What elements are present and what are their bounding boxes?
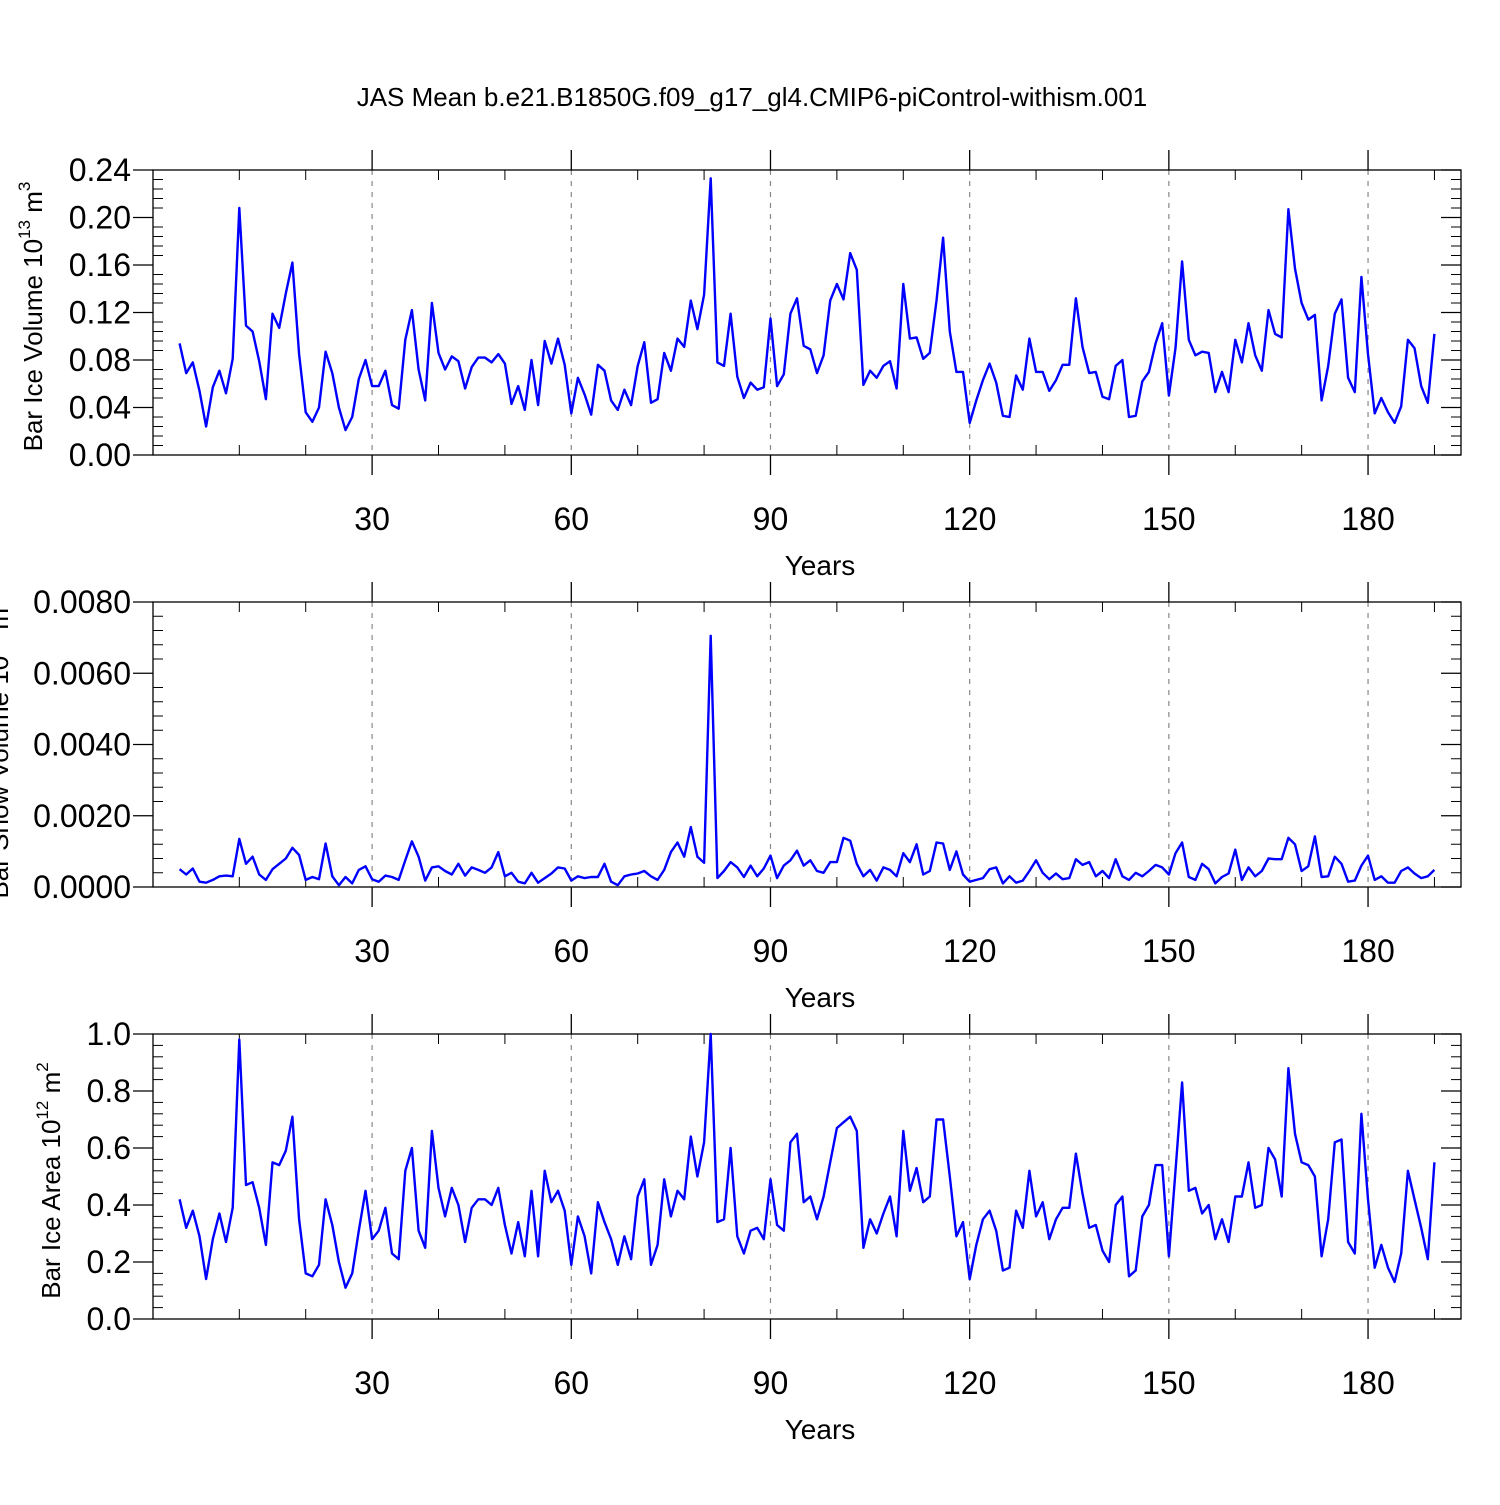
y-axis-label-unit: m [18,191,48,220]
y-tick-label: 0.24 [69,152,131,188]
x-tick-label: 60 [553,1365,589,1401]
y-tick-label: 0.2 [87,1244,131,1280]
y-axis-label: Bar Snow Volume 1013 m3 [0,598,14,898]
y-axis-label-unit-exponent: 3 [15,182,34,191]
x-tick-label: 150 [1142,1365,1195,1401]
y-axis-label-exponent: 13 [15,220,34,239]
x-tick-label: 30 [354,501,390,537]
y-axis-label-exponent: 12 [33,1101,52,1120]
x-tick-label: 150 [1142,501,1195,537]
x-tick-label: 90 [753,501,789,537]
y-tick-label: 0.0000 [33,869,131,905]
y-tick-label: 0.12 [69,295,131,331]
y-axis-label-unit: m [36,1072,66,1101]
panel-2: 30 60 90 120 150 180 0.0000 0.0020 0.0040 0.0060 0… [0,582,1462,1013]
y-tick-label: 0.08 [69,342,131,378]
plot-frame [152,169,1462,456]
y-tick-label: 0.0020 [33,798,131,834]
chart-title: JAS Mean b.e21.B1850G.f09_g17_gl4.CMIP6-… [357,82,1148,112]
x-tick-label: 180 [1341,1365,1394,1401]
x-tick-label: 60 [553,501,589,537]
y-tick-label: 0.20 [69,200,131,236]
y-axis-label-text: Bar Ice Area 10 [36,1120,66,1299]
y-tick-label: 0.04 [69,390,131,426]
x-tick-label: 120 [943,501,996,537]
panel-3: 30 60 90 120 150 180 0.0 0.2 0.4 0.6 0.8 1.0 Years Ba… [33,1014,1462,1445]
x-axis-label: Years [785,1414,856,1445]
y-axis-label-text: Bar Snow Volume 10 [0,656,14,899]
series-line [178,177,1436,432]
y-axis-label-unit: m [0,608,14,637]
x-tick-label: 180 [1341,933,1394,969]
x-tick-label: 30 [354,933,390,969]
y-axis-label: Bar Ice Area 1012 m2 [33,1062,66,1299]
y-axis-label: Bar Ice Volume 1013 m3 [15,182,48,452]
x-tick-label: 150 [1142,933,1195,969]
x-axis-label: Years [785,550,856,581]
y-axis-label-text: Bar Ice Volume 10 [18,239,48,451]
series-line [178,634,1436,887]
panel-1: 30 60 90 120 150 180 0.00 0.04 0.08 0.12 0.16 0.20 0… [15,150,1462,581]
x-tick-label: 120 [943,1365,996,1401]
plot-frame [152,1033,1462,1320]
plot-frame [152,601,1462,888]
y-tick-label: 0.0060 [33,655,131,691]
x-tick-label: 30 [354,1365,390,1401]
y-tick-label: 0.0080 [33,584,131,620]
y-tick-label: 0.0040 [33,727,131,763]
x-tick-label: 60 [553,933,589,969]
y-tick-label: 0.8 [87,1073,131,1109]
y-tick-label: 0.0 [87,1301,131,1337]
y-axis-label-unit-exponent: 2 [33,1062,52,1071]
x-axis-label: Years [785,982,856,1013]
x-tick-label: 180 [1341,501,1394,537]
y-tick-label: 0.16 [69,247,131,283]
y-tick-label: 1.0 [87,1016,131,1052]
series-line [178,1032,1436,1289]
y-tick-label: 0.4 [87,1187,131,1223]
x-tick-label: 120 [943,933,996,969]
y-tick-label: 0.00 [69,437,131,473]
y-tick-label: 0.6 [87,1130,131,1166]
x-tick-label: 90 [753,1365,789,1401]
x-tick-label: 90 [753,933,789,969]
